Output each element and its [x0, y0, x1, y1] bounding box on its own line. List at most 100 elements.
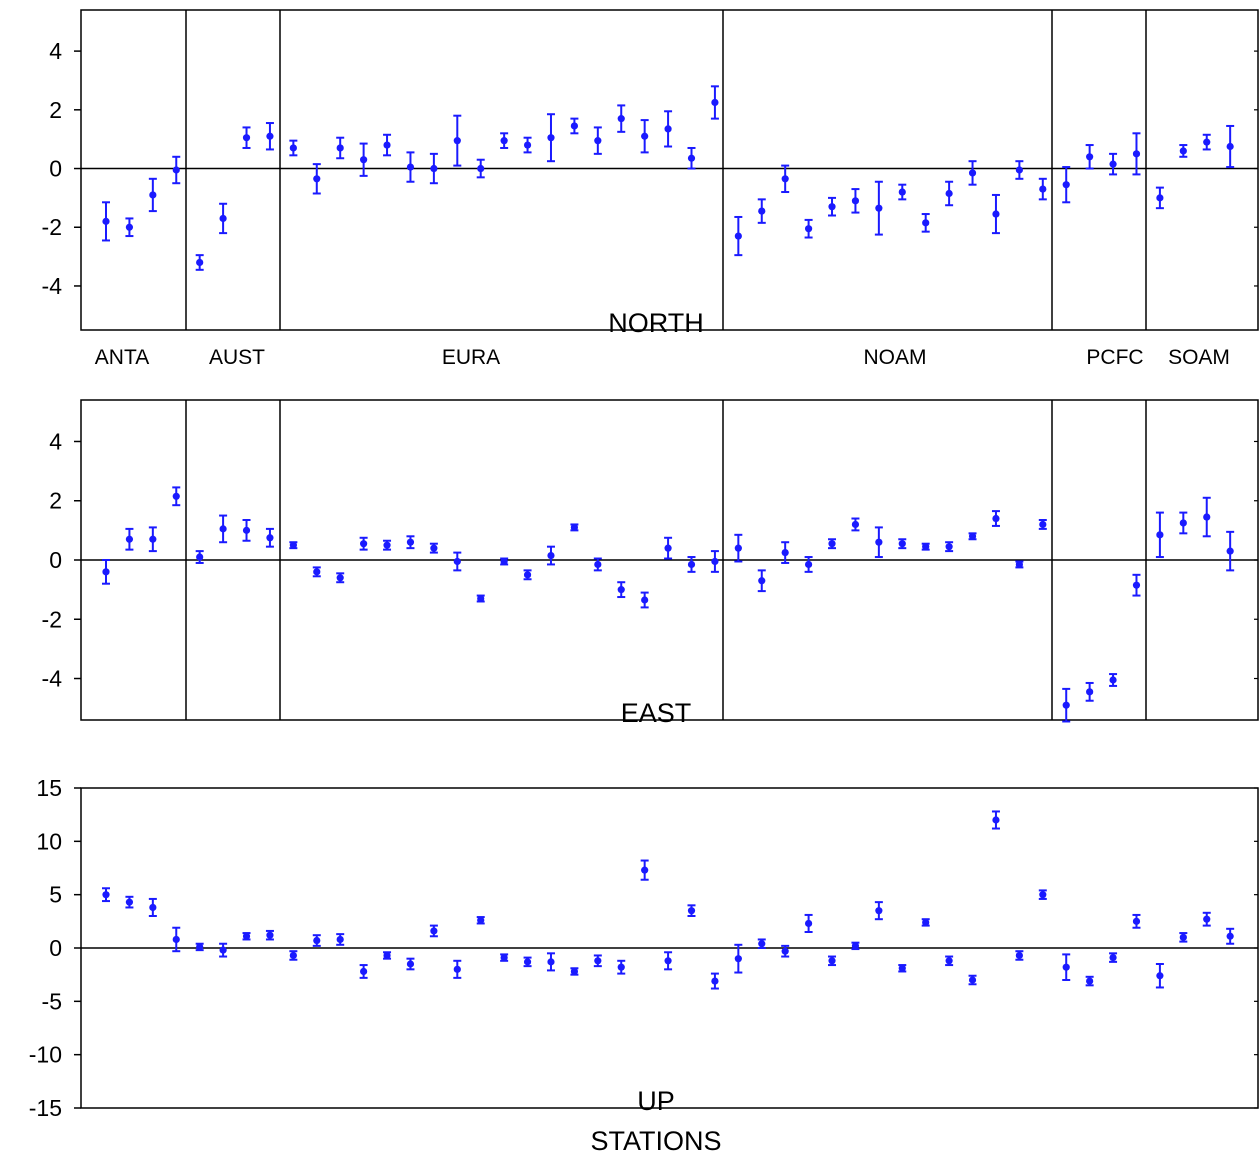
- y-tick-label: -10: [29, 1042, 62, 1068]
- point-marker: [1226, 932, 1234, 940]
- data-point: [219, 942, 228, 958]
- data-point: [898, 183, 907, 201]
- point-marker: [734, 544, 742, 552]
- point-marker: [1156, 531, 1164, 539]
- point-marker: [1179, 933, 1187, 941]
- data-point: [406, 151, 415, 183]
- point-marker: [242, 932, 251, 940]
- point-marker: [360, 156, 368, 164]
- data-point: [734, 215, 743, 257]
- data-point: [500, 132, 509, 149]
- data-point: [312, 163, 321, 195]
- point-marker: [196, 258, 204, 267]
- data-point: [219, 514, 228, 544]
- point-marker: [242, 526, 251, 534]
- data-point: [851, 517, 860, 532]
- point-marker: [968, 169, 977, 177]
- y-tick-label: -4: [42, 666, 63, 692]
- data-point: [664, 951, 673, 971]
- data-point: [289, 541, 298, 550]
- point-marker: [360, 540, 368, 548]
- data-point: [172, 155, 181, 185]
- point-marker: [1109, 676, 1117, 684]
- data-point: [523, 956, 532, 968]
- y-tick-label: 5: [49, 882, 62, 908]
- point-marker: [500, 557, 508, 566]
- data-point: [781, 164, 790, 194]
- data-point: [289, 950, 298, 961]
- group-label-noam: NOAM: [864, 346, 927, 369]
- data-point: [1132, 132, 1141, 176]
- point-marker: [734, 955, 742, 963]
- y-tick-label: 15: [36, 775, 62, 801]
- point-marker: [617, 586, 625, 594]
- point-marker: [1132, 150, 1141, 158]
- point-marker: [781, 548, 789, 557]
- data-point: [828, 196, 837, 217]
- point-marker: [1039, 185, 1047, 193]
- data-point: [429, 924, 438, 938]
- point-marker: [149, 535, 157, 543]
- data-point: [102, 201, 110, 242]
- point-marker: [547, 958, 555, 966]
- data-point: [289, 139, 298, 157]
- data-point: [710, 550, 719, 573]
- data-point: [968, 532, 977, 541]
- data-point: [921, 213, 930, 233]
- point-marker: [313, 936, 321, 945]
- data-point: [968, 974, 977, 986]
- data-point: [500, 557, 509, 566]
- data-point: [687, 904, 696, 917]
- point-marker: [477, 916, 485, 924]
- point-marker: [477, 164, 485, 173]
- point-marker: [102, 217, 110, 225]
- point-marker: [594, 137, 602, 145]
- point-marker: [758, 207, 766, 215]
- point-marker: [875, 538, 883, 546]
- point-marker: [406, 538, 415, 546]
- point-marker: [875, 204, 883, 212]
- y-tick-label: 10: [36, 828, 62, 854]
- data-point: [500, 953, 509, 962]
- data-point: [734, 943, 743, 974]
- y-tick-label: 0: [49, 156, 62, 182]
- point-marker: [547, 551, 555, 560]
- point-marker: [992, 210, 1000, 218]
- y-tick-label: 4: [49, 38, 62, 64]
- point-marker: [1156, 972, 1164, 980]
- point-marker: [617, 963, 625, 971]
- point-marker: [664, 125, 672, 133]
- data-point: [1062, 953, 1071, 981]
- data-point: [1109, 952, 1118, 963]
- point-marker: [992, 816, 1000, 824]
- point-marker: [968, 976, 977, 984]
- point-marker: [922, 918, 930, 927]
- data-point: [1202, 496, 1211, 538]
- data-point: [453, 959, 462, 979]
- point-marker: [922, 219, 930, 227]
- point-marker: [570, 122, 579, 130]
- data-point: [640, 119, 649, 154]
- data-point: [710, 972, 719, 990]
- point-marker: [523, 571, 532, 579]
- point-marker: [1086, 688, 1094, 696]
- panel-east: 4 2 0 -2 -4 EAST: [42, 399, 1259, 728]
- y-tick-label: 0: [49, 935, 62, 961]
- data-point: [312, 934, 321, 947]
- y-tick-label: 2: [49, 488, 62, 514]
- data-point: [1062, 687, 1071, 723]
- data-point: [804, 218, 813, 239]
- point-marker: [1062, 701, 1070, 709]
- point-marker: [1086, 153, 1094, 161]
- group-label-eura: EURA: [442, 346, 500, 369]
- point-marker: [1203, 513, 1211, 521]
- data-point: [125, 895, 134, 909]
- data-point: [359, 142, 368, 177]
- point-marker: [851, 520, 860, 529]
- data-point: [1132, 573, 1141, 597]
- data-point: [1179, 144, 1188, 158]
- y-tick-label: -2: [42, 606, 62, 632]
- data-point: [148, 526, 157, 553]
- group-label-anta: ANTA: [95, 346, 149, 369]
